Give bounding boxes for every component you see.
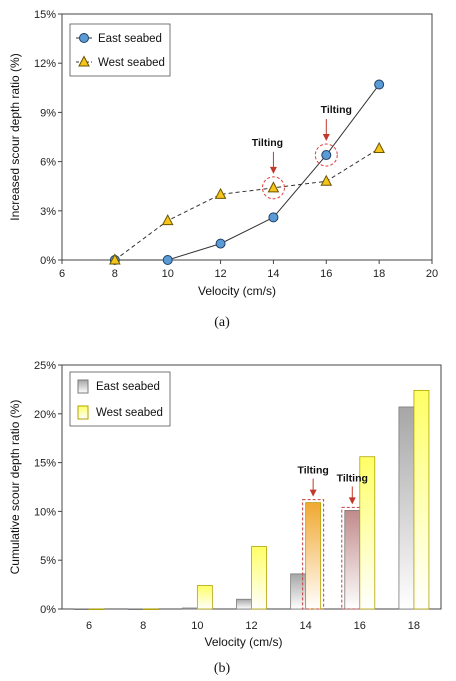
y-tick-label-b: 15% <box>34 458 56 470</box>
tilting-highlight-box-b <box>302 499 325 610</box>
tilting-label-a: Tilting <box>321 104 352 116</box>
data-point-west-a <box>214 187 227 199</box>
data-point-west-a <box>320 174 333 186</box>
y-axis-label-a: Increased scour depth ratio (%) <box>8 53 22 220</box>
x-tick-label-b: 8 <box>140 620 146 632</box>
tilting-highlight-circle-a <box>261 176 285 200</box>
y-tick-label-b: 0% <box>40 604 56 616</box>
x-tick-label-b: 6 <box>86 620 92 632</box>
x-tick-label-b: 18 <box>408 620 420 632</box>
y-tick-label-a: 3% <box>40 206 56 218</box>
x-tick-label-a: 18 <box>373 268 385 280</box>
bar-east-8 <box>127 608 144 611</box>
x-tick-label-a: 10 <box>162 268 174 280</box>
legend-label-a: East seabed <box>98 33 162 45</box>
data-point-west-a <box>373 141 385 153</box>
legend-box-a <box>69 23 171 77</box>
bar-west-14 <box>305 502 322 610</box>
x-tick-label-a: 6 <box>59 268 65 280</box>
caption-a: (a) <box>214 315 230 330</box>
legend-label-b: West seabed <box>96 407 163 419</box>
bar-west-16 <box>359 456 376 610</box>
x-tick-label-b: 12 <box>245 620 257 632</box>
legend-marker-west-a <box>78 55 90 67</box>
legend-label-b: East seabed <box>96 381 160 393</box>
bar-east-16 <box>344 510 361 610</box>
y-tick-label-a: 0% <box>40 255 56 267</box>
y-tick-label-b: 20% <box>34 409 56 421</box>
data-point-west-a <box>267 181 280 193</box>
caption-b: (b) <box>214 661 231 676</box>
x-tick-label-a: 12 <box>214 268 226 280</box>
y-tick-label-a: 6% <box>40 157 56 169</box>
x-tick-label-a: 14 <box>267 268 279 280</box>
legend-swatch-b <box>77 379 89 394</box>
data-point-east-a <box>374 79 385 90</box>
y-tick-label-a: 9% <box>40 107 56 119</box>
data-point-east-a <box>321 150 332 161</box>
legend-label-a: West seabed <box>98 57 165 69</box>
data-point-east-a <box>268 212 279 223</box>
bar-east-10 <box>181 607 198 610</box>
tilting-arrowhead-a <box>322 134 330 142</box>
data-point-west-a <box>109 253 121 265</box>
y-tick-label-a: 12% <box>34 58 56 70</box>
series-line-a-0 <box>114 84 380 261</box>
tilting-highlight-circle-a <box>314 143 338 167</box>
y-tick-label-b: 10% <box>34 506 56 518</box>
bar-east-18 <box>398 406 415 610</box>
tilting-label-b: Tilting <box>297 465 328 477</box>
y-tick-label-a: 15% <box>34 9 56 21</box>
bar-east-14 <box>290 573 307 610</box>
plot-area-a <box>61 13 433 261</box>
bar-east-12 <box>236 598 252 610</box>
x-tick-label-a: 8 <box>112 268 118 280</box>
x-axis-label-a: Velocity (cm/s) <box>198 284 276 298</box>
x-axis-label-b: Velocity (cm/s) <box>204 635 282 649</box>
bar-west-6 <box>88 608 105 611</box>
x-tick-label-b: 10 <box>191 620 203 632</box>
x-tick-label-a: 20 <box>426 268 438 280</box>
bar-west-10 <box>196 585 213 610</box>
x-tick-label-a: 16 <box>320 268 332 280</box>
tilting-arrowhead-b <box>309 489 317 497</box>
data-point-east-a <box>162 255 173 265</box>
tilting-label-a: Tilting <box>252 137 283 149</box>
x-tick-label-b: 14 <box>300 620 312 632</box>
x-tick-label-b: 16 <box>354 620 366 632</box>
tilting-label-b: Tilting <box>337 472 368 484</box>
y-axis-label-b: Cumulative scour depth ratio (%) <box>8 400 22 575</box>
y-tick-label-b: 5% <box>40 555 56 567</box>
series-line-a-1 <box>114 148 380 261</box>
bar-west-12 <box>251 546 267 610</box>
data-point-east-a <box>215 238 226 249</box>
y-tick-label-b: 25% <box>34 360 56 372</box>
tilting-arrowhead-b <box>348 497 356 505</box>
bar-west-18 <box>413 389 430 610</box>
legend-marker-east-a <box>79 33 89 43</box>
tilting-arrowhead-a <box>269 166 277 174</box>
bar-west-8 <box>142 608 159 611</box>
data-point-west-a <box>161 214 174 226</box>
legend-swatch-b <box>77 405 89 420</box>
bar-east-6 <box>73 608 90 611</box>
